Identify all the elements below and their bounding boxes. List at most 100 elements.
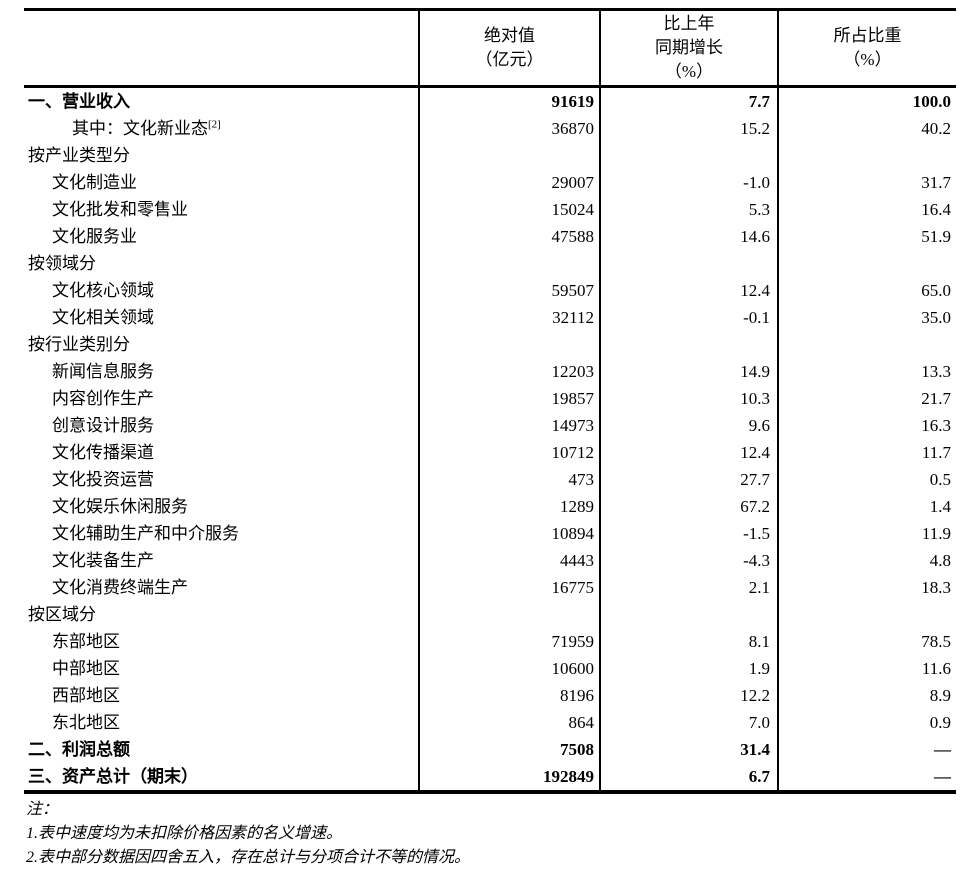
table-row: 文化制造业 29007 -1.0 31.7 xyxy=(24,169,956,196)
table-body: 一、营业收入 91619 7.7 100.0 其中：文化新业态[2] 36870 15.2 4… xyxy=(24,86,956,794)
share-cell: 8.9 xyxy=(777,682,956,709)
share-cell: 18.3 xyxy=(777,574,956,601)
row-label: 按产业类型分 xyxy=(28,146,130,165)
growth-cell: 2.1 xyxy=(599,574,778,601)
footnotes-title: 注： xyxy=(26,801,59,818)
abs-value-cell: 71959 xyxy=(418,628,600,655)
row-label: 内容创作生产 xyxy=(52,389,154,408)
abs-value-cell: 47588 xyxy=(418,223,600,250)
abs-value-cell: 4443 xyxy=(418,547,600,574)
footnotes: 注： 1.表中速度均为未扣除价格因素的名义增速。 2.表中部分数据因四舍五入，存… xyxy=(26,798,956,870)
row-label: 文化辅助生产和中介服务 xyxy=(52,524,239,543)
growth-cell: 12.4 xyxy=(599,277,778,304)
share-cell: 51.9 xyxy=(777,223,956,250)
share-cell: 16.3 xyxy=(777,412,956,439)
share-cell xyxy=(777,250,956,277)
row-label: 按区域分 xyxy=(28,605,96,624)
table-row: 文化批发和零售业 15024 5.3 16.4 xyxy=(24,196,956,223)
share-cell: 31.7 xyxy=(777,169,956,196)
table-row: 文化核心领域 59507 12.4 65.0 xyxy=(24,277,956,304)
growth-cell: 1.9 xyxy=(599,655,778,682)
row-label: 东部地区 xyxy=(52,632,120,651)
abs-value-cell: 7508 xyxy=(418,736,600,763)
table-row: 文化娱乐休闲服务 1289 67.2 1.4 xyxy=(24,493,956,520)
table-row: 文化辅助生产和中介服务 10894 -1.5 11.9 xyxy=(24,520,956,547)
share-cell: 0.9 xyxy=(777,709,956,736)
table-row: 文化投资运营 473 27.7 0.5 xyxy=(24,466,956,493)
growth-cell: 27.7 xyxy=(599,466,778,493)
row-label: 中部地区 xyxy=(52,659,120,678)
share-cell: — xyxy=(777,736,956,763)
growth-cell: -0.1 xyxy=(599,304,778,331)
growth-cell: -4.3 xyxy=(599,547,778,574)
growth-cell: -1.5 xyxy=(599,520,778,547)
table-row: 文化消费终端生产 16775 2.1 18.3 xyxy=(24,574,956,601)
abs-value-cell: 15024 xyxy=(418,196,600,223)
row-label: 文化批发和零售业 xyxy=(52,200,188,219)
table-row: 东北地区 864 7.0 0.9 xyxy=(24,709,956,736)
growth-cell xyxy=(599,142,778,169)
abs-value-cell: 12203 xyxy=(418,358,600,385)
abs-value-cell: 10600 xyxy=(418,655,600,682)
footnote-1: 1.表中速度均为未扣除价格因素的名义增速。 xyxy=(26,825,343,842)
table-row: 按行业类别分 xyxy=(24,331,956,358)
row-label: 文化装备生产 xyxy=(52,551,154,570)
abs-value-cell: 29007 xyxy=(418,169,600,196)
header-yoy-growth: 比上年 同期增长 （%） xyxy=(599,8,778,88)
abs-value-cell: 19857 xyxy=(418,385,600,412)
abs-value-cell xyxy=(418,331,600,358)
share-cell: 11.7 xyxy=(777,439,956,466)
row-label: 西部地区 xyxy=(52,686,120,705)
abs-value-cell: 1289 xyxy=(418,493,600,520)
share-cell: — xyxy=(777,763,956,794)
share-cell xyxy=(777,142,956,169)
abs-value-cell: 14973 xyxy=(418,412,600,439)
growth-cell: 31.4 xyxy=(599,736,778,763)
table-row: 文化服务业 47588 14.6 51.9 xyxy=(24,223,956,250)
row-label: 一、营业收入 xyxy=(28,92,130,111)
table-row: 中部地区 10600 1.9 11.6 xyxy=(24,655,956,682)
row-label: 二、利润总额 xyxy=(28,740,130,759)
growth-cell: 14.6 xyxy=(599,223,778,250)
share-cell: 13.3 xyxy=(777,358,956,385)
table-row: 内容创作生产 19857 10.3 21.7 xyxy=(24,385,956,412)
header-absolute-value: 绝对值 （亿元） xyxy=(418,8,600,88)
table-header: 绝对值 （亿元） 比上年 同期增长 （%） 所占比重 （%） xyxy=(24,8,956,88)
abs-value-cell: 36870 xyxy=(418,115,600,142)
table-container: 绝对值 （亿元） 比上年 同期增长 （%） 所占比重 （%） 一、营业收入 916… xyxy=(24,8,956,794)
row-label: 按领域分 xyxy=(28,254,96,273)
row-label: 按行业类别分 xyxy=(28,335,130,354)
growth-cell: -1.0 xyxy=(599,169,778,196)
table-row: 文化传播渠道 10712 12.4 11.7 xyxy=(24,439,956,466)
share-cell: 35.0 xyxy=(777,304,956,331)
growth-cell: 67.2 xyxy=(599,493,778,520)
table-row: 其中：文化新业态[2] 36870 15.2 40.2 xyxy=(24,115,956,142)
row-label: 东北地区 xyxy=(52,713,120,732)
share-cell: 100.0 xyxy=(777,86,956,115)
share-cell: 1.4 xyxy=(777,493,956,520)
growth-cell: 5.3 xyxy=(599,196,778,223)
table-row: 二、利润总额 7508 31.4— xyxy=(24,736,956,763)
share-cell: 16.4 xyxy=(777,196,956,223)
table-row: 文化装备生产 4443 -4.3 4.8 xyxy=(24,547,956,574)
row-label: 新闻信息服务 xyxy=(52,362,154,381)
table-row: 创意设计服务 14973 9.6 16.3 xyxy=(24,412,956,439)
abs-value-cell xyxy=(418,601,600,628)
table-row: 文化相关领域 32112 -0.1 35.0 xyxy=(24,304,956,331)
abs-value-cell: 10894 xyxy=(418,520,600,547)
abs-value-cell: 32112 xyxy=(418,304,600,331)
abs-value-cell xyxy=(418,250,600,277)
row-label: 三、资产总计（期末） xyxy=(24,763,419,794)
share-cell: 11.6 xyxy=(777,655,956,682)
abs-value-cell: 8196 xyxy=(418,682,600,709)
abs-value-cell: 10712 xyxy=(418,439,600,466)
table-row: 按区域分 xyxy=(24,601,956,628)
header-share: 所占比重 （%） xyxy=(777,8,956,88)
abs-value-cell: 864 xyxy=(418,709,600,736)
share-cell: 11.9 xyxy=(777,520,956,547)
abs-value-cell: 59507 xyxy=(418,277,600,304)
growth-cell: 14.9 xyxy=(599,358,778,385)
share-cell: 40.2 xyxy=(777,115,956,142)
row-label: 其中：文化新业态[2] xyxy=(72,118,221,138)
